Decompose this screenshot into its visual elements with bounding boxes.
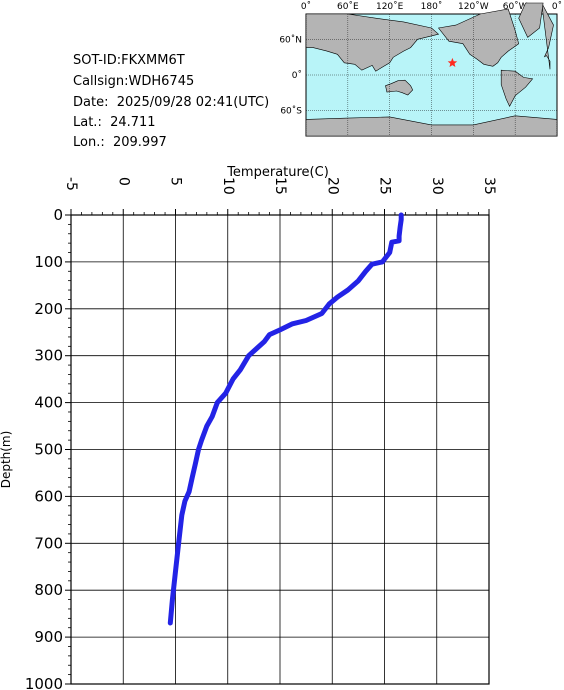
landmass-south-america (500, 69, 534, 107)
y-tick-label: 900 (34, 628, 63, 646)
y-tick-label: 200 (34, 300, 63, 318)
map-lon-label: 0˚ (301, 1, 311, 12)
x-tick-label: 15 (272, 177, 288, 195)
date-label: Date: 2025/09/28 02:41(UTC) (73, 95, 270, 110)
landmass-australia (385, 79, 414, 96)
y-tick-label: 100 (34, 253, 63, 271)
x-tick-label: 25 (377, 177, 393, 195)
map-lon-label: 60˚W (503, 1, 528, 12)
map-lat-label: 60˚S (280, 106, 302, 117)
y-tick-label: 300 (34, 347, 63, 365)
y-tick-label: 500 (34, 441, 63, 459)
landmass-north-america (437, 8, 520, 67)
y-tick-label: 1000 (25, 675, 63, 690)
landmass-africa-europe (541, 2, 554, 70)
x-tick-label: 5 (168, 177, 184, 186)
temperature-depth-chart: -5 0 5 10 15 20 25 30 35 0 100 200 300 400 500 600 700 80… (0, 165, 497, 690)
callsign-label: Callsign:WDH6745 (73, 74, 195, 89)
map-lon-label: 0˚ (552, 1, 562, 12)
x-tick-label: 35 (481, 177, 497, 195)
y-tick-label: 700 (34, 534, 63, 552)
x-tick-label: -5 (63, 177, 79, 191)
lon-label: Lon.: 209.997 (73, 135, 167, 150)
map-land (305, 2, 558, 137)
y-tick-label: 800 (34, 581, 63, 599)
x-tick-label: 30 (429, 177, 445, 195)
float-location-marker (447, 57, 458, 67)
x-tick-label: 0 (115, 177, 131, 186)
map-lon-label: 120˚W (458, 1, 489, 12)
temperature-profile-line (167, 212, 404, 626)
x-tick-label: 20 (324, 177, 340, 195)
y-tick-label: 400 (34, 394, 63, 412)
lat-label: Lat.: 24.711 (73, 115, 156, 130)
map-lat-label: 0˚ (292, 70, 302, 81)
x-axis-label: Temperature(C) (226, 165, 329, 180)
landmass-antarctica (305, 115, 558, 137)
map-lon-label: 60˚E (337, 1, 359, 12)
map-lon-label: 120˚E (376, 1, 404, 12)
y-axis-label: Depth(m) (0, 431, 13, 489)
map-lat-label: 60˚N (279, 34, 302, 45)
map-lon-label: 180˚ (421, 1, 443, 12)
sot-id-label: SOT-ID:FKXMM6T (73, 53, 185, 68)
x-tick-label: 10 (220, 177, 236, 195)
landmass-asia (305, 13, 440, 72)
landmass-greenland (518, 2, 544, 38)
y-tick-label: 600 (34, 487, 63, 505)
location-map: 0˚ 60˚E 120˚E 180˚ 120˚W 60˚W 0˚ 60˚N 0˚ 60˚S (279, 1, 562, 137)
y-tick-label: 0 (53, 206, 63, 224)
